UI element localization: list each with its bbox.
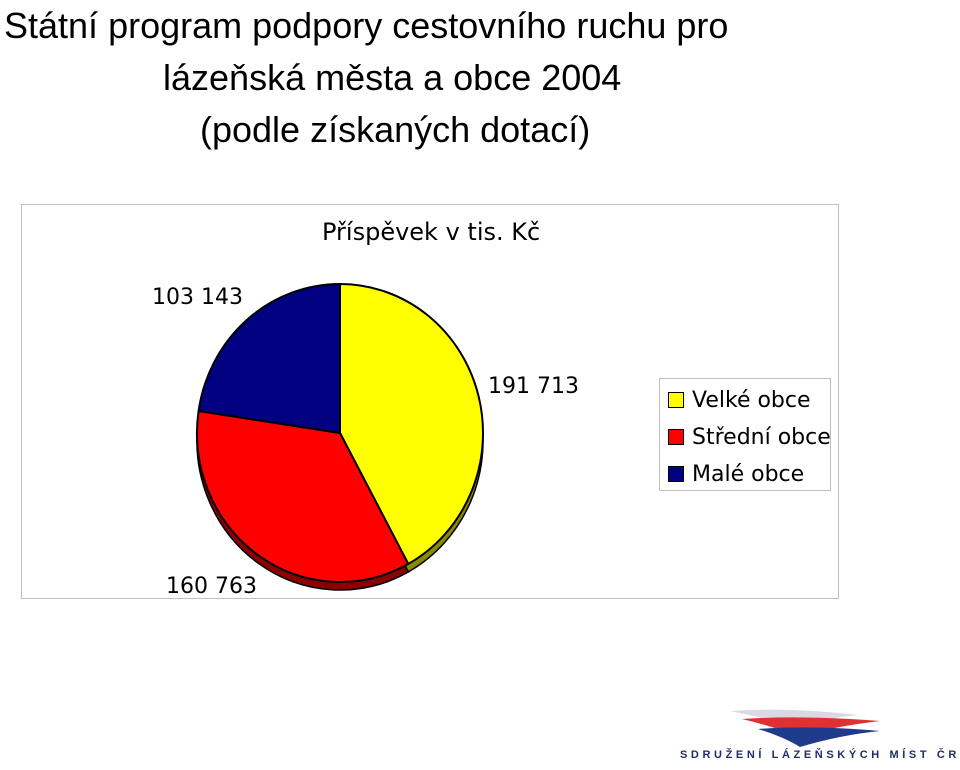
data-label-stredni-obce: 160 763 xyxy=(166,574,257,599)
legend-swatch-male-obce xyxy=(668,466,684,482)
data-label-male-obce: 103 143 xyxy=(152,285,243,310)
slide-title: Státní program podpory cestovního ruchu … xyxy=(0,0,960,156)
chart-legend: Velké obce Střední obce Malé obce xyxy=(659,378,831,491)
chart-title: Příspěvek v tis. Kč xyxy=(322,218,541,246)
logo-mark-icon xyxy=(730,709,880,747)
legend-item-stredni-obce: Střední obce xyxy=(668,422,831,452)
logo-text: SDRUŽENÍ LÁZEŇSKÝCH MÍST ČR xyxy=(680,749,960,761)
legend-item-male-obce: Malé obce xyxy=(668,459,804,489)
legend-swatch-velke-obce xyxy=(668,392,684,408)
legend-label: Střední obce xyxy=(692,424,831,450)
pie-slice-male-obce xyxy=(197,283,341,434)
organization-logo: SDRUŽENÍ LÁZEŇSKÝCH MÍST ČR xyxy=(680,705,960,770)
slide-title-line-2: lázeňská města a obce 2004 xyxy=(163,57,622,98)
legend-swatch-stredni-obce xyxy=(668,429,684,445)
slide-title-line-3: (podle získaných dotací) xyxy=(200,109,591,150)
pie-slice-velke-obce xyxy=(339,283,484,565)
data-label-velke-obce: 191 713 xyxy=(488,374,579,399)
legend-item-velke-obce: Velké obce xyxy=(668,385,811,415)
pie-slice-stredni-obce xyxy=(196,409,410,583)
slide-title-line-1: Státní program podpory cestovního ruchu … xyxy=(4,5,729,46)
legend-label: Malé obce xyxy=(692,461,805,487)
legend-label: Velké obce xyxy=(692,387,811,413)
